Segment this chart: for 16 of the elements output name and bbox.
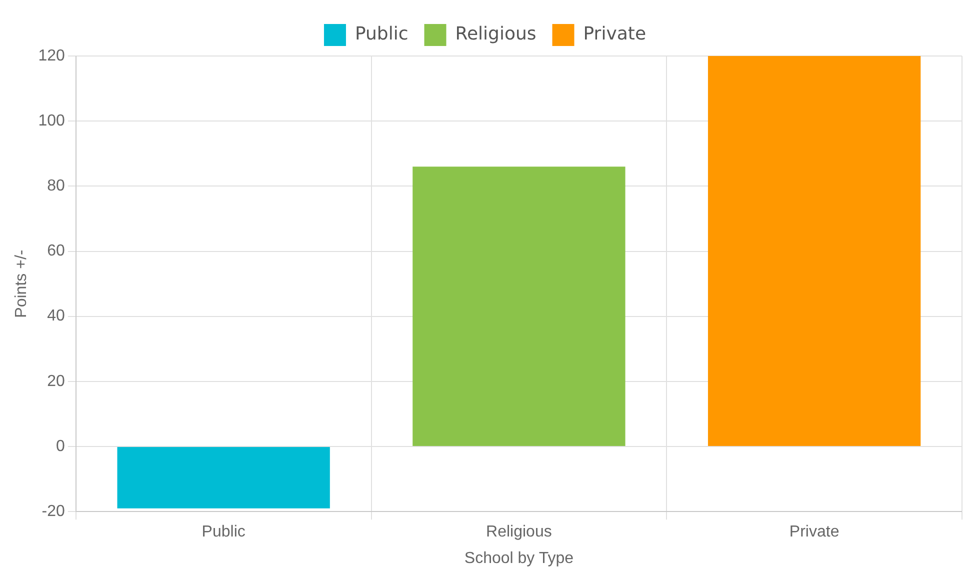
y-tick-label: 100 [38, 112, 65, 130]
legend-label: Religious [455, 24, 536, 45]
y-tick-label: 80 [47, 178, 65, 195]
y-tick-label: 20 [47, 372, 65, 390]
y-tick-label: 120 [38, 47, 65, 64]
x-tick-label: Private [789, 524, 840, 541]
y-tick-label: 40 [47, 308, 65, 325]
x-axis-title: School by Type [464, 550, 574, 567]
y-axis-title: Points +/- [13, 250, 30, 318]
legend-label: Public [354, 24, 408, 45]
x-tick-label: Religious [486, 524, 552, 541]
y-tick-label: -20 [42, 503, 65, 520]
legend-label: Private [583, 24, 646, 45]
x-tick-label: Public [202, 524, 246, 541]
y-tick-label: 60 [47, 242, 65, 260]
y-tick-label: 0 [56, 438, 65, 455]
